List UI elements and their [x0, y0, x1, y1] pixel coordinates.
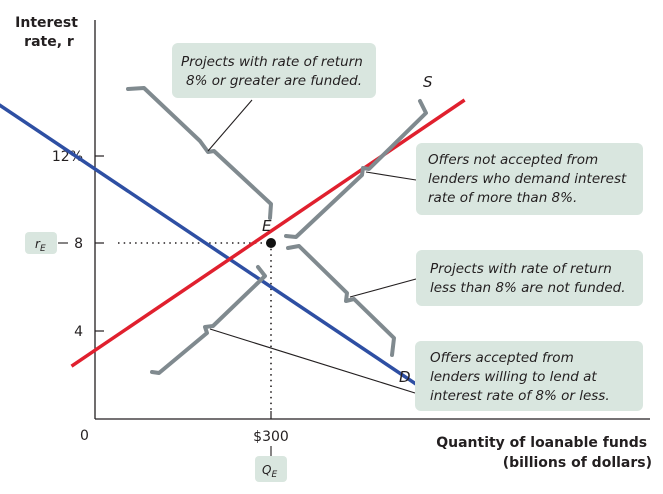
note-not-funded-line-1: Projects with rate of return: [430, 261, 612, 277]
leader-not-accepted: [365, 171, 417, 181]
x-tick-label-300: $300: [253, 429, 289, 445]
svg-text:Offers not accepted from: Offers not accepted from lenders who dem…: [428, 152, 631, 206]
leader-funded: [207, 99, 253, 152]
demand-curve: [0, 103, 437, 399]
leader-accepted: [209, 328, 416, 394]
x-tick-300: $300: [253, 411, 289, 456]
quantity-tag: QE: [255, 456, 287, 482]
y-tick-label-4: 4: [74, 324, 83, 340]
note-accepted: Offers accepted from lenders willing to …: [415, 341, 643, 411]
supply-curve-label: S: [423, 73, 433, 91]
svg-text:Offers accepted from len: Offers accepted from lenders willing to …: [430, 350, 610, 404]
equilibrium-label: E: [262, 217, 272, 235]
y-tick-12: 12%: [52, 149, 104, 165]
brace-not-accepted: [284, 99, 428, 239]
leader-not-funded: [349, 278, 417, 298]
x-axis-title-line-2: (billions of dollars): [503, 455, 652, 471]
note-not-funded: Projects with rate of return less than 8…: [416, 250, 643, 306]
rate-tag: rE: [25, 232, 57, 254]
x-axis-title-line-1: Quantity of loanable funds: [436, 435, 647, 451]
note-accepted-line-2: lenders willing to lend at: [430, 369, 597, 385]
note-funded-line-2: 8% or greater are funded.: [186, 73, 362, 89]
demand-curve-label: D: [399, 368, 411, 386]
note-funded-line-1: Projects with rate of return: [181, 54, 363, 70]
note-not-accepted-line-1: Offers not accepted from: [428, 152, 598, 168]
x-axis-title: Quantity of loanable funds (billions of …: [436, 435, 652, 471]
supply-curve: [70, 98, 466, 368]
note-not-accepted-line-2: lenders who demand interest: [428, 171, 627, 187]
origin-label: 0: [80, 428, 89, 444]
y-tick-8: 8: [58, 236, 104, 252]
equilibrium-point: [266, 238, 276, 248]
note-funded: Projects with rate of return 8% or great…: [172, 43, 376, 98]
brace-funded: [126, 86, 273, 220]
y-axis-title: Interest rate, r: [15, 15, 83, 50]
brace-not-funded: [286, 244, 396, 357]
y-tick-label-8: 8: [74, 236, 83, 252]
y-tick-label-12: 12%: [52, 149, 83, 165]
y-axis-title-line-1: Interest: [15, 15, 78, 31]
note-accepted-line-3: interest rate of 8% or less.: [430, 388, 610, 404]
svg-text:Projects with rate of return: Projects with rate of return 8% or great…: [181, 54, 367, 89]
svg-text:rE: rE: [35, 237, 46, 254]
svg-text:Projects with rate of return: Projects with rate of return less than 8…: [430, 261, 626, 296]
y-axis-title-line-2: rate, r: [24, 34, 74, 50]
note-not-accepted-line-3: rate of more than 8%.: [428, 190, 577, 206]
brace-accepted: [150, 265, 267, 375]
y-tick-4: 4: [74, 324, 104, 340]
note-accepted-line-1: Offers accepted from: [430, 350, 574, 366]
note-not-accepted: Offers not accepted from lenders who dem…: [416, 143, 643, 215]
note-not-funded-line-2: less than 8% are not funded.: [430, 280, 626, 296]
